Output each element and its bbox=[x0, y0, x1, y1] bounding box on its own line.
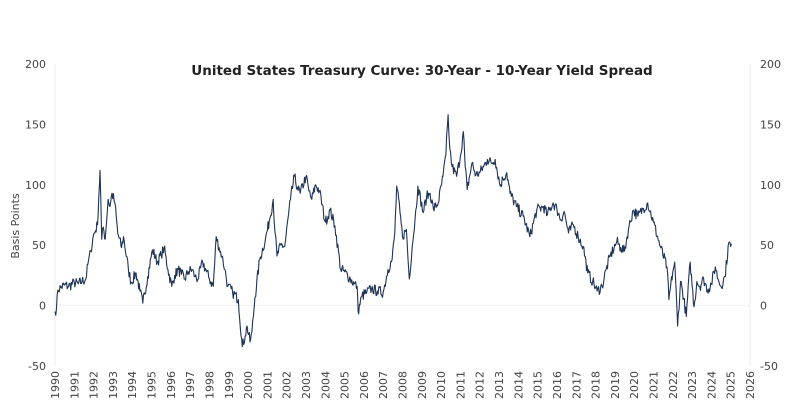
y-tick-label-right: 0 bbox=[760, 300, 767, 313]
y-ticks-right: -50 0 50 100 150 200 bbox=[760, 58, 781, 373]
chart-title: United States Treasury Curve: 30-Year - … bbox=[191, 63, 652, 79]
x-ticks: 1990 1991 1992 1993 1994 1995 1996 1997 1998 1999… bbox=[49, 371, 757, 399]
x-tick-label: 2016 bbox=[551, 371, 564, 399]
x-tick-label: 1991 bbox=[68, 371, 81, 399]
y-tick-label-left: -50 bbox=[28, 360, 46, 373]
y-ticks-left: -50 0 50 100 150 200 bbox=[25, 58, 46, 373]
y-tick-label-right: 150 bbox=[760, 118, 781, 131]
y-axis-label: Basis Points bbox=[9, 193, 22, 259]
x-tick-label: 2010 bbox=[435, 371, 448, 399]
x-tick-label: 2003 bbox=[300, 371, 313, 399]
y-tick-label-left: 50 bbox=[32, 239, 46, 252]
x-tick-label: 2026 bbox=[744, 371, 757, 399]
x-tick-label: 2017 bbox=[570, 371, 583, 399]
x-tick-label: 2022 bbox=[667, 371, 680, 399]
y-tick-label-right: 50 bbox=[760, 239, 774, 252]
x-tick-label: 2020 bbox=[628, 371, 641, 399]
x-tick-label: 2012 bbox=[474, 371, 487, 399]
y-tick-label-right: 200 bbox=[760, 58, 781, 71]
x-tick-label: 1990 bbox=[49, 371, 62, 399]
x-tick-label: 1993 bbox=[107, 371, 120, 399]
x-tick-label: 2008 bbox=[397, 371, 410, 399]
x-tick-label: 2021 bbox=[647, 371, 660, 399]
series-line bbox=[54, 114, 732, 348]
x-tick-label: 2004 bbox=[319, 371, 332, 399]
x-tick-label: 1992 bbox=[88, 371, 101, 399]
x-tick-label: 2024 bbox=[705, 371, 718, 399]
x-tick-label: 1998 bbox=[203, 371, 216, 399]
x-tick-label: 2002 bbox=[281, 371, 294, 399]
y-tick-label-right: 100 bbox=[760, 179, 781, 192]
y-tick-label-left: 150 bbox=[25, 118, 46, 131]
x-tick-label: 1997 bbox=[184, 371, 197, 399]
x-tick-label: 1994 bbox=[126, 371, 139, 399]
y-tick-label-left: 0 bbox=[39, 300, 46, 313]
x-tick-label: 2009 bbox=[416, 371, 429, 399]
y-tick-label-left: 200 bbox=[25, 58, 46, 71]
x-tick-label: 2018 bbox=[590, 371, 603, 399]
x-tick-label: 2019 bbox=[609, 371, 622, 399]
x-tick-label: 2007 bbox=[377, 371, 390, 399]
x-tick-label: 2000 bbox=[242, 371, 255, 399]
x-tick-label: 1999 bbox=[223, 371, 236, 399]
x-tick-label: 1995 bbox=[146, 371, 159, 399]
x-tick-label: 2006 bbox=[358, 371, 371, 399]
x-tick-label: 2025 bbox=[725, 371, 738, 399]
x-tick-label: 2001 bbox=[261, 371, 274, 399]
x-tick-label: 2023 bbox=[686, 371, 699, 399]
x-tick-label: 2014 bbox=[512, 371, 525, 399]
x-tick-label: 2015 bbox=[532, 371, 545, 399]
y-tick-label-left: 100 bbox=[25, 179, 46, 192]
y-tick-label-right: -50 bbox=[760, 360, 778, 373]
x-tick-label: 2013 bbox=[493, 371, 506, 399]
x-tick-label: 2005 bbox=[339, 371, 352, 399]
x-tick-label: 1996 bbox=[165, 371, 178, 399]
x-tick-label: 2011 bbox=[454, 371, 467, 399]
